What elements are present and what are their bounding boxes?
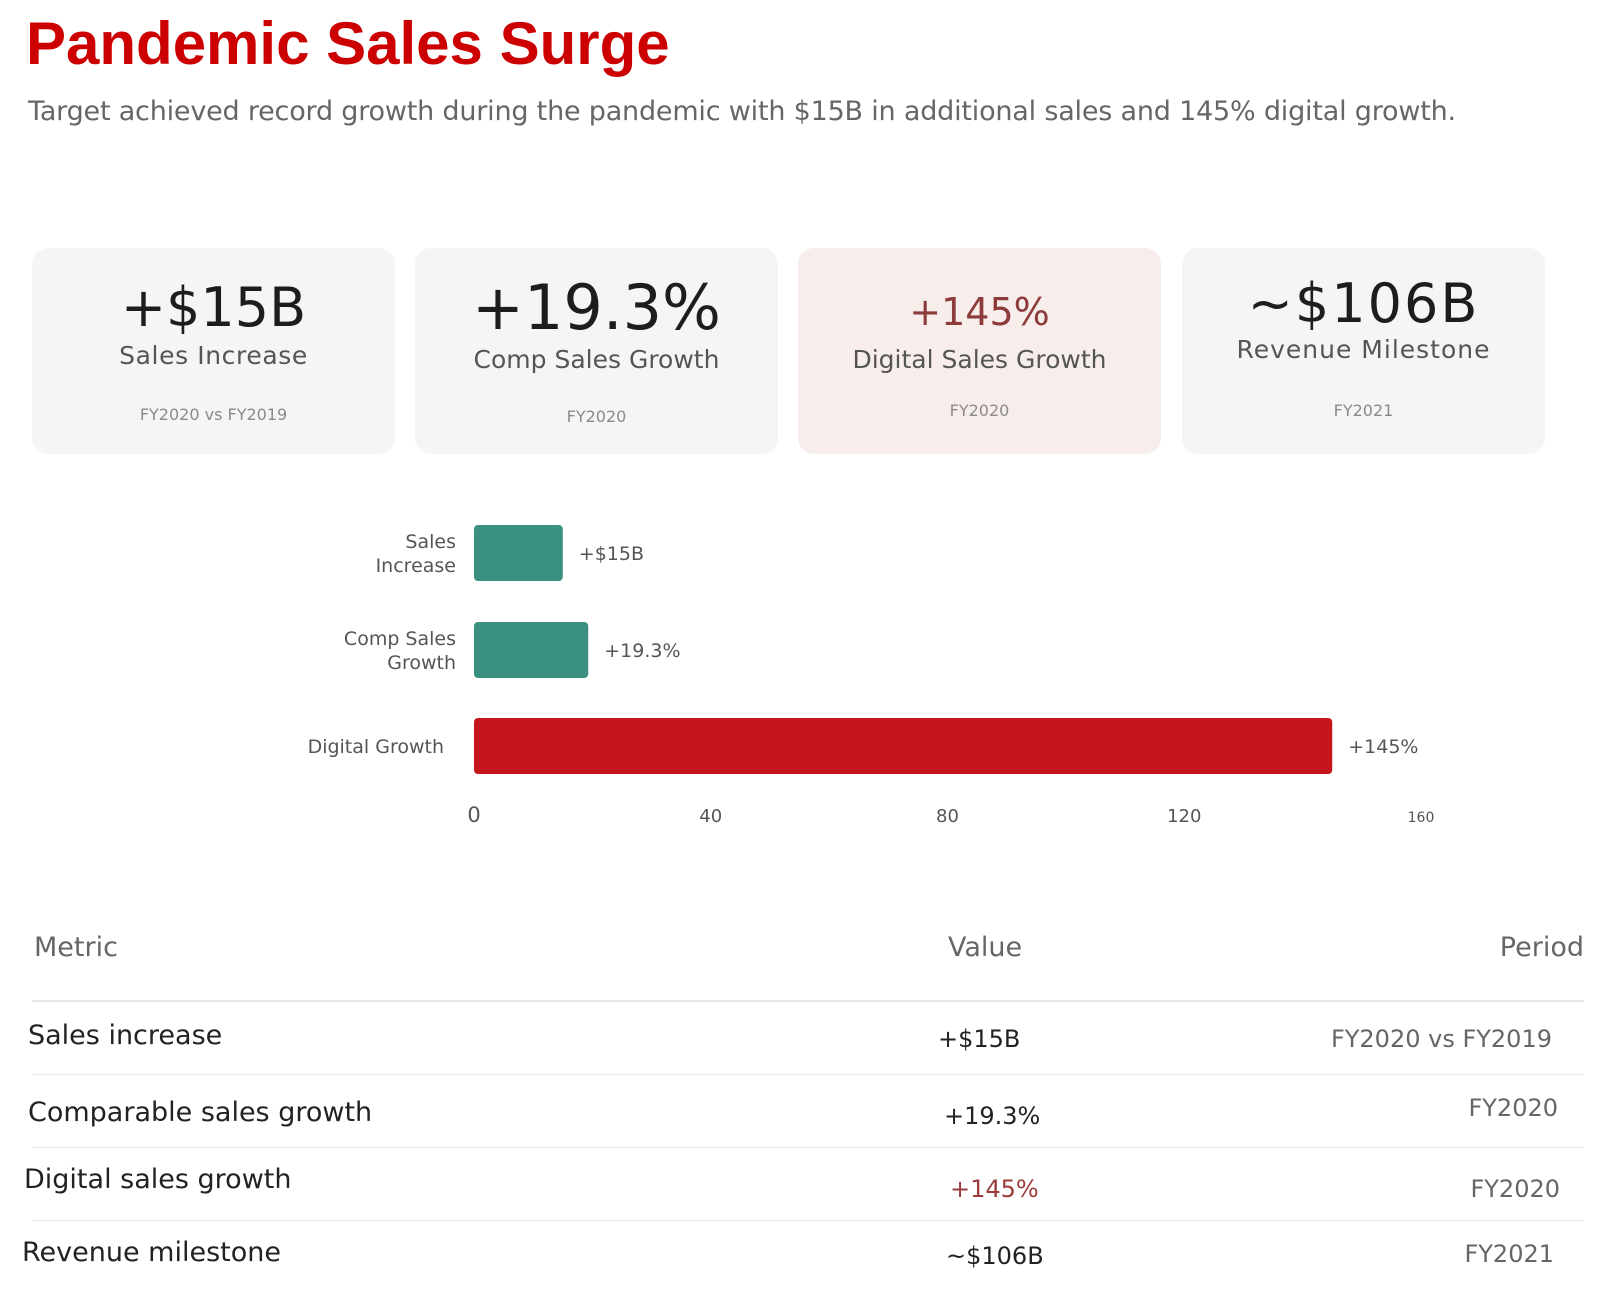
kpi-card-comp-sales-growth: +19.3% Comp Sales Growth FY2020 [415, 248, 778, 454]
table-cell-metric: Digital sales growth [24, 1164, 292, 1195]
table-cell-metric: Comparable sales growth [28, 1097, 373, 1128]
row-divider [32, 1147, 1584, 1148]
table-row: Comparable sales growth +19.3% FY2020 [22, 1075, 1584, 1148]
kpi-value: +145% [909, 290, 1050, 334]
table-header-metric: Metric [34, 932, 118, 963]
kpi-label: Digital Sales Growth [852, 345, 1107, 374]
data-label: +145% [1348, 736, 1418, 758]
kpi-value: +$15B [120, 276, 307, 339]
table-header-value: Value [948, 932, 1023, 963]
table-header-period: Period [1499, 932, 1584, 963]
table-cell-value: +145% [950, 1175, 1039, 1203]
data-label: +19.3% [604, 640, 680, 662]
table-cell-metric: Revenue milestone [22, 1237, 281, 1268]
bar-comp-sales-growth [474, 622, 589, 678]
kpi-label: Sales Increase [119, 341, 308, 370]
table-cell-period: FY2020 [1470, 1175, 1560, 1203]
page-subtitle: Target achieved record growth during the… [28, 96, 1456, 127]
kpi-period: FY2021 [1333, 401, 1394, 420]
table-cell-period: FY2020 vs FY2019 [1330, 1025, 1552, 1053]
x-tick-label: 40 [699, 806, 722, 827]
table-row: Digital sales growth +145% FY2020 [22, 1148, 1584, 1221]
kpi-card-digital-sales-growth: +145% Digital Sales Growth FY2020 [798, 248, 1161, 454]
table-cell-value: +$15B [938, 1025, 1021, 1053]
kpi-period: FY2020 [949, 401, 1010, 420]
kpi-label: Comp Sales Growth [473, 345, 720, 374]
page-title: Pandemic Sales Surge [26, 10, 670, 77]
kpi-period: FY2020 vs FY2019 [139, 405, 288, 424]
category-label: Comp Sales Growth [344, 628, 456, 674]
kpi-card-sales-increase: +$15B Sales Increase FY2020 vs FY2019 [32, 248, 395, 454]
category-label: Digital Growth [308, 736, 444, 758]
kpi-card-revenue-milestone: ~$106B Revenue Milestone FY2021 [1182, 248, 1545, 454]
table-cell-value: ~$106B [946, 1242, 1044, 1270]
bar-sales-increase [474, 525, 563, 581]
row-divider [32, 1220, 1584, 1221]
table-row: Revenue milestone ~$106B FY2021 [22, 1221, 1584, 1294]
x-tick-label: 0 [467, 803, 480, 827]
kpi-label: Revenue Milestone [1236, 335, 1491, 364]
data-label: +$15B [579, 543, 644, 565]
table-header-divider [32, 1000, 1584, 1002]
table-cell-period: FY2020 [1468, 1094, 1558, 1122]
table-row: Sales increase +$15B FY2020 vs FY2019 [22, 1002, 1584, 1075]
kpi-cards: +$15B Sales Increase FY2020 vs FY2019 +1… [32, 248, 1582, 454]
bar-digital-growth [474, 718, 1333, 774]
category-label: Sales Increase [376, 531, 456, 577]
kpi-period: FY2020 [566, 407, 627, 426]
kpi-value: ~$106B [1247, 272, 1480, 335]
table-cell-value: +19.3% [944, 1102, 1041, 1130]
kpi-value: +19.3% [472, 271, 721, 344]
x-tick-label: 120 [1167, 806, 1201, 827]
x-tick-label: 160 [1408, 810, 1435, 826]
table-cell-metric: Sales increase [28, 1020, 223, 1051]
row-divider [32, 1074, 1584, 1075]
table-cell-period: FY2021 [1464, 1240, 1554, 1268]
x-tick-label: 80 [936, 806, 959, 827]
bar-chart: Sales Increase +$15B Comp Sales Growth +19.3%… [308, 525, 1435, 827]
